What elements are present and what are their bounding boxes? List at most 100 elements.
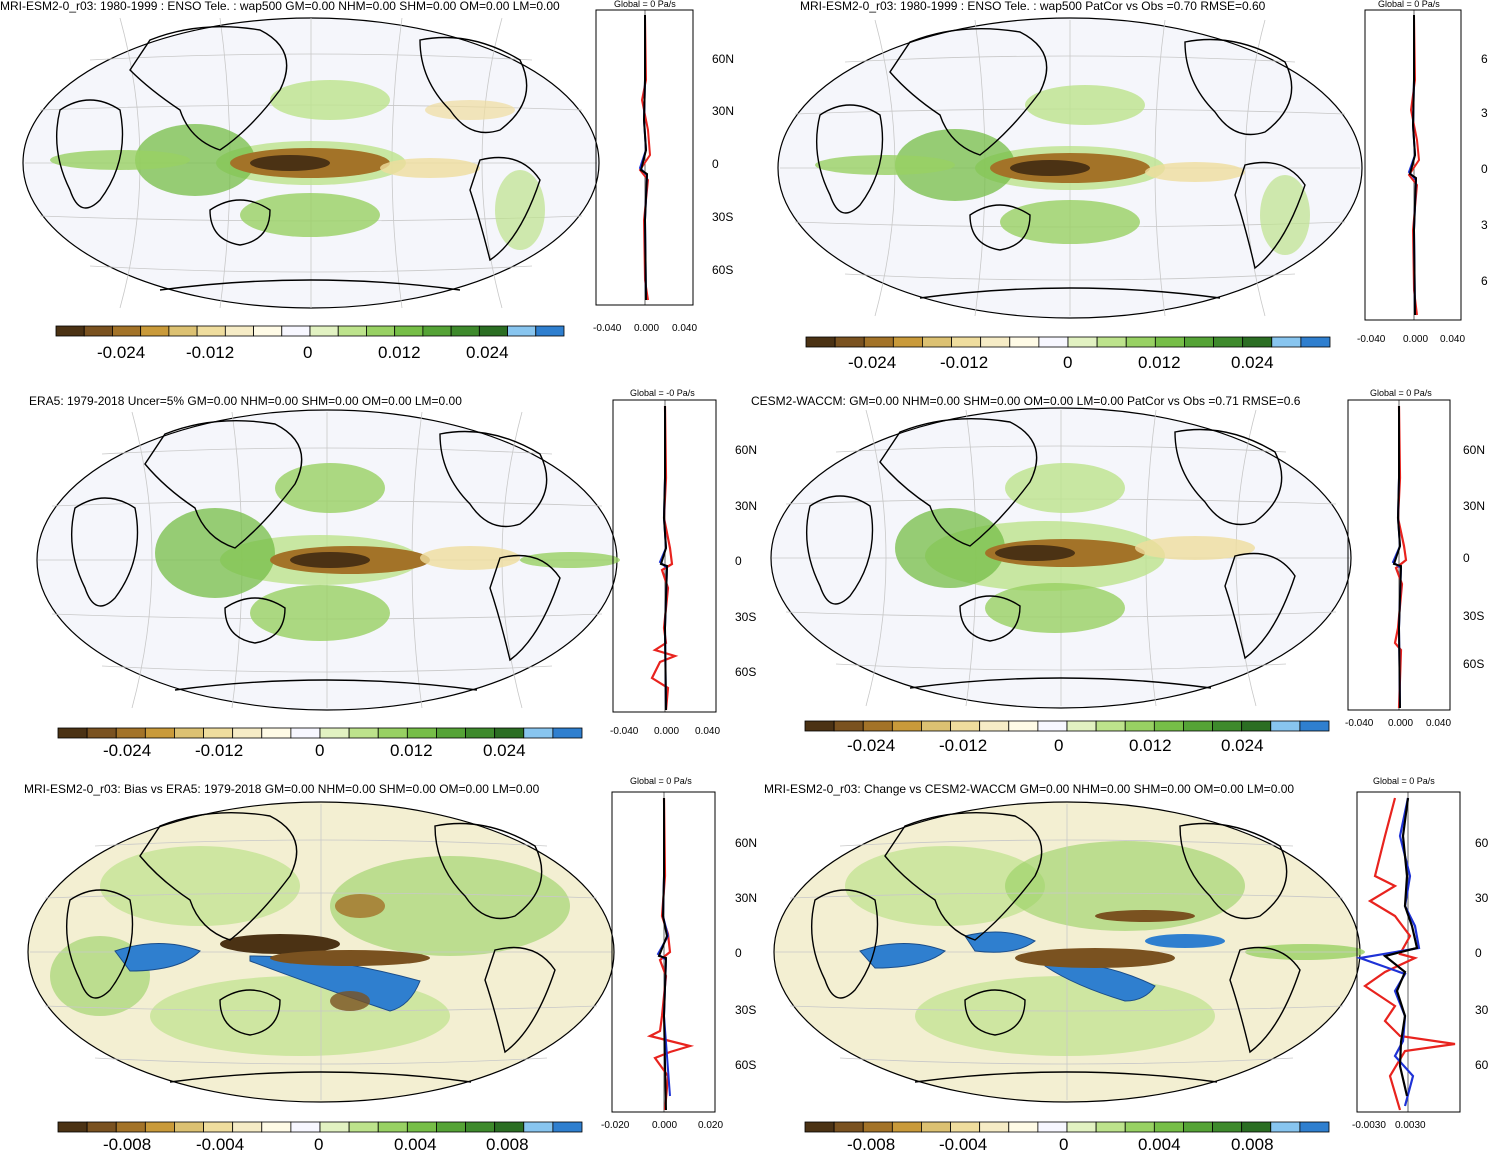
colorbar-swatch: [950, 1121, 981, 1133]
colorbar-swatch: [450, 325, 480, 337]
colorbar-swatch: [1067, 336, 1098, 348]
cb-label-5: 0.008: [486, 1135, 529, 1154]
cb-label-2: -0.012: [939, 736, 988, 755]
colorbar-swatch: [366, 325, 396, 337]
colorbar-swatch: [1184, 336, 1214, 348]
lat-label-3: 0: [735, 554, 742, 568]
colorbar-swatch: [833, 1121, 864, 1133]
cb-label-3: 0: [1054, 736, 1064, 755]
x-tick-3: 0.040: [1440, 334, 1466, 345]
world-map: [773, 801, 1365, 1103]
colorbar-swatch: [290, 1121, 321, 1133]
colorbar-swatch: [1124, 1121, 1155, 1133]
global-mean-label: Global = 0 Pa/s: [614, 0, 676, 9]
x-tick-1: -0.040: [610, 726, 639, 737]
lat-label-5: 60: [1475, 1058, 1489, 1072]
zonal-profile: [612, 399, 717, 713]
panel-graphics: [770, 399, 1451, 732]
zonal-profile: [595, 9, 694, 306]
panel-2: MRI-ESM2-0_r03: 1980-1999 : ENSO Tele. :…: [745, 0, 1491, 385]
x-tick-3: 0.040: [695, 726, 721, 737]
colorbar: [804, 1121, 1330, 1133]
lat-label-2: 30N: [735, 891, 758, 905]
colorbar-swatch: [1009, 336, 1040, 348]
x-tick-2: 0.000: [652, 1120, 678, 1131]
colorbar-swatch: [552, 1121, 583, 1133]
cb-label-2: -0.012: [940, 353, 989, 372]
cb-label-2: -0.004: [939, 1135, 988, 1154]
world-map: [22, 17, 600, 309]
panel-title: MRI-ESM2-0_r03: Bias vs ERA5: 1979-2018 …: [24, 782, 540, 796]
colorbar-swatch: [465, 727, 496, 739]
colorbar-swatch: [979, 720, 1010, 732]
colorbar-swatch: [348, 1121, 379, 1133]
lat-label-1: 60N: [735, 443, 758, 457]
colorbar-swatch: [805, 336, 836, 348]
colorbar-swatch: [950, 720, 981, 732]
colorbar-swatch: [281, 325, 311, 337]
colorbar-swatch: [1271, 336, 1302, 348]
cb-label-5: 0.024: [1231, 353, 1274, 372]
lat-label-5: 60S: [1463, 657, 1485, 671]
cb-label-5: 0.024: [1221, 736, 1264, 755]
colorbar-swatch: [921, 720, 951, 732]
cb-label-3: 0: [314, 1135, 324, 1154]
colorbar-swatch: [168, 325, 198, 337]
cb-label-4: 0.004: [1138, 1135, 1181, 1154]
colorbar-swatch: [203, 727, 234, 739]
colorbar-swatch: [144, 727, 175, 739]
cb-label-3: 0: [315, 741, 325, 760]
panel-4: CESM2-WACCM: GM=0.00 NHM=0.00 SHM=0.00 O…: [745, 388, 1491, 773]
cb-label-5: 0.024: [466, 343, 509, 362]
cb-label-4: 0.012: [390, 741, 433, 760]
colorbar-swatch: [253, 325, 283, 337]
x-tick-2: 0.000: [654, 726, 680, 737]
cb-label-2: -0.004: [196, 1135, 245, 1154]
lat-label-2: 30N: [712, 104, 735, 118]
colorbar-swatch: [174, 727, 204, 739]
colorbar-swatch: [1213, 336, 1244, 348]
colorbar-swatch: [203, 1121, 234, 1133]
colorbar-swatch: [1153, 1121, 1184, 1133]
lat-label-2: 3: [1481, 106, 1488, 120]
lat-label-4: 30S: [1463, 609, 1485, 623]
colorbar-swatch: [1241, 1121, 1272, 1133]
colorbar-swatch: [1124, 720, 1155, 732]
colorbar-swatch: [1066, 720, 1097, 732]
colorbar-swatch: [174, 1121, 204, 1133]
x-tick-3: 0.040: [1426, 718, 1452, 729]
colorbar-swatch: [1037, 1121, 1068, 1133]
colorbar-swatch: [1212, 1121, 1243, 1133]
colorbar-swatch: [406, 1121, 437, 1133]
colorbar: [805, 336, 1331, 348]
panel-graphics: [27, 791, 716, 1133]
cb-label-4: 0.012: [1138, 353, 1181, 372]
colorbar-swatch: [1008, 1121, 1039, 1133]
colorbar-swatch: [394, 325, 424, 337]
lat-label-1: 60N: [712, 52, 735, 66]
x-tick-3: 0.040: [672, 323, 698, 334]
colorbar-swatch: [261, 727, 292, 739]
colorbar-swatch: [1154, 336, 1185, 348]
colorbar-swatch: [523, 727, 554, 739]
panel-title: ERA5: 1979-2018 Uncer=5% GM=0.00 NHM=0.0…: [29, 394, 462, 408]
cb-label-5: 0.024: [483, 741, 526, 760]
lat-label-3: 0: [1475, 946, 1482, 960]
lat-label-1: 60: [1475, 836, 1489, 850]
colorbar-swatch: [922, 336, 952, 348]
colorbar-swatch: [804, 1121, 835, 1133]
lat-label-2: 30: [1475, 891, 1489, 905]
colorbar-swatch: [1183, 720, 1213, 732]
colorbar-swatch: [833, 720, 864, 732]
colorbar-swatch: [535, 325, 565, 337]
x-tick-2: 0.000: [1403, 334, 1429, 345]
zonal-profile: [611, 791, 716, 1113]
panel-3: ERA5: 1979-2018 Uncer=5% GM=0.00 NHM=0.0…: [0, 388, 757, 773]
colorbar-swatch: [1095, 720, 1126, 732]
lat-label-3: 0: [735, 946, 742, 960]
global-mean-label: Global = 0 Pa/s: [630, 776, 692, 786]
colorbar-swatch: [1096, 336, 1127, 348]
cb-label-1: -0.024: [848, 353, 897, 372]
cb-label-1: -0.008: [847, 1135, 896, 1154]
lat-label-4: 30S: [735, 610, 757, 624]
